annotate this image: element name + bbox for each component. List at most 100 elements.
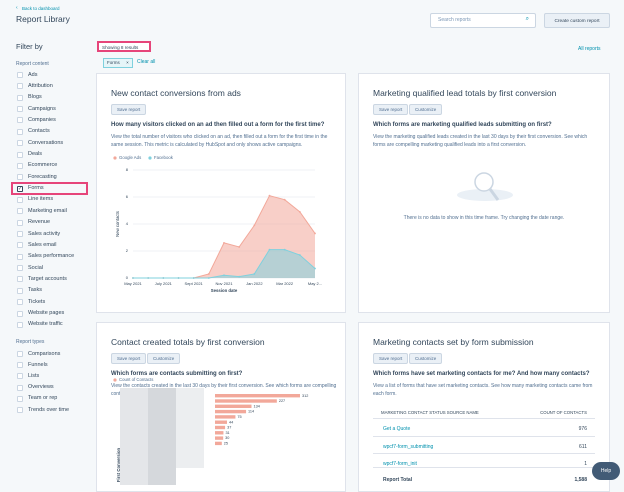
create-report-button[interactable]: Create custom report: [544, 13, 610, 28]
card-button[interactable]: Save report: [111, 104, 147, 115]
table-cell-link[interactable]: wpcf7-form_init: [383, 461, 417, 467]
table-cell-link[interactable]: wpcf7-form_submitting: [383, 443, 434, 450]
filter-option[interactable]: Forms: [28, 185, 44, 192]
card-title: Contact created totals by first conversi…: [111, 337, 265, 347]
checkbox[interactable]: [17, 276, 23, 283]
checkbox[interactable]: [17, 242, 23, 249]
card-question: Which forms are contacts submitting on f…: [111, 371, 243, 377]
filter-option[interactable]: Sales email: [28, 241, 57, 248]
filter-option[interactable]: Sales performance: [28, 253, 75, 260]
checkbox[interactable]: [17, 128, 23, 135]
checkbox[interactable]: [17, 196, 23, 203]
report-card[interactable]: Contact created totals by first conversi…: [96, 322, 346, 492]
all-reports-dropdown[interactable]: All reports: [578, 46, 601, 52]
row-divider: [373, 467, 595, 468]
card-button[interactable]: Customize: [409, 104, 443, 115]
checkbox[interactable]: [17, 395, 23, 402]
filter-option[interactable]: Target accounts: [28, 275, 67, 282]
filter-option[interactable]: Comparisons: [28, 350, 61, 357]
checkbox[interactable]: [17, 83, 23, 90]
filter-option[interactable]: Website traffic: [28, 321, 63, 328]
filter-option[interactable]: Trends over time: [28, 406, 70, 413]
filter-group-title: Report types: [16, 339, 45, 345]
checkbox[interactable]: [17, 231, 23, 238]
filter-option[interactable]: Social: [28, 264, 43, 271]
checkbox[interactable]: [17, 299, 23, 306]
results-count: Showing 8 results: [97, 41, 151, 52]
filter-option[interactable]: Funnels: [28, 361, 48, 368]
checkbox[interactable]: [17, 94, 23, 101]
table-cell: 976: [578, 426, 587, 432]
checkbox[interactable]: [17, 362, 23, 369]
card-question: Which forms are marketing qualified lead…: [373, 122, 552, 128]
card-button[interactable]: Save report: [373, 104, 409, 115]
checkbox[interactable]: [17, 117, 23, 124]
table-total-label: Report Total: [383, 477, 413, 483]
search-box[interactable]: Search reports ⌕: [430, 13, 536, 28]
report-card[interactable]: Marketing qualified lead totals by first…: [358, 73, 610, 313]
filter-option[interactable]: Line items: [28, 196, 54, 203]
filter-option[interactable]: Overviews: [28, 384, 54, 391]
report-card[interactable]: Marketing contacts set by form submissio…: [358, 322, 610, 492]
search-placeholder: Search reports: [438, 17, 471, 23]
filter-option[interactable]: Team or rep: [28, 395, 58, 402]
checkbox[interactable]: [17, 310, 23, 317]
checkbox[interactable]: [17, 253, 23, 260]
filter-option[interactable]: Revenue: [28, 219, 51, 226]
filter-option[interactable]: Sales activity: [28, 230, 61, 237]
filter-option[interactable]: Blogs: [28, 94, 42, 101]
card-description: View the marketing qualified leads creat…: [373, 134, 588, 148]
filter-option[interactable]: Lists: [28, 372, 40, 379]
filter-chip[interactable]: Forms ×: [103, 58, 133, 68]
filter-option[interactable]: Companies: [28, 116, 56, 123]
filter-option[interactable]: Marketing email: [28, 207, 67, 214]
table-cell-link[interactable]: Get a Quote: [383, 426, 411, 432]
filter-option[interactable]: Ecommerce: [28, 162, 58, 169]
filter-option[interactable]: Contacts: [28, 128, 50, 135]
card-button[interactable]: Customize: [147, 353, 181, 364]
clear-all-link[interactable]: Clear all: [137, 59, 156, 65]
checkbox[interactable]: [17, 72, 23, 78]
filter-group-title: Report content: [16, 61, 49, 67]
table-header: COUNT OF CONTACTS: [540, 410, 587, 415]
checkbox[interactable]: [17, 219, 23, 226]
row-divider: [373, 453, 595, 454]
back-link[interactable]: Back to dashboard: [22, 6, 60, 11]
checkbox[interactable]: [17, 174, 23, 181]
card-description: View the total number of visitors who cl…: [111, 134, 328, 148]
checkbox[interactable]: [17, 208, 23, 215]
checkbox[interactable]: [17, 140, 23, 147]
filter-option[interactable]: Website pages: [28, 310, 65, 317]
checkbox[interactable]: [17, 162, 23, 169]
filter-option[interactable]: Conversations: [28, 139, 64, 146]
checkbox[interactable]: ✓: [17, 185, 23, 192]
row-divider: [373, 418, 595, 419]
checkbox[interactable]: [17, 151, 23, 158]
card-title: New contact conversions from ads: [111, 88, 241, 98]
card-button[interactable]: Customize: [409, 353, 443, 364]
checkbox[interactable]: [17, 373, 23, 380]
report-card[interactable]: New contact conversions from ads Save rep…: [96, 73, 346, 313]
filter-option[interactable]: Forecasting: [28, 173, 57, 180]
checkbox[interactable]: [17, 384, 23, 391]
checkbox[interactable]: [17, 321, 23, 328]
checkbox[interactable]: [17, 265, 23, 272]
card-title: Marketing qualified lead totals by first…: [373, 88, 557, 98]
help-button[interactable]: Help: [592, 462, 620, 480]
filter-option[interactable]: Tickets: [28, 298, 46, 305]
filter-option[interactable]: Deals: [28, 151, 43, 158]
filter-option[interactable]: Campaigns: [28, 105, 56, 112]
checkbox[interactable]: [17, 287, 23, 294]
filter-option[interactable]: Tasks: [28, 287, 43, 294]
back-arrow: ‹: [16, 5, 18, 11]
checkbox[interactable]: [17, 407, 23, 413]
checkbox[interactable]: [17, 106, 23, 113]
filter-title: Filter by: [16, 42, 43, 51]
filter-option[interactable]: Ads: [28, 71, 38, 78]
highlight-box: [11, 181, 88, 195]
filter-option[interactable]: Attribution: [28, 82, 53, 89]
card-button[interactable]: Save report: [373, 353, 409, 364]
checkbox[interactable]: [17, 351, 23, 357]
card-button[interactable]: Save report: [111, 353, 147, 364]
card-question: Which forms have set marketing contacts …: [373, 371, 590, 377]
